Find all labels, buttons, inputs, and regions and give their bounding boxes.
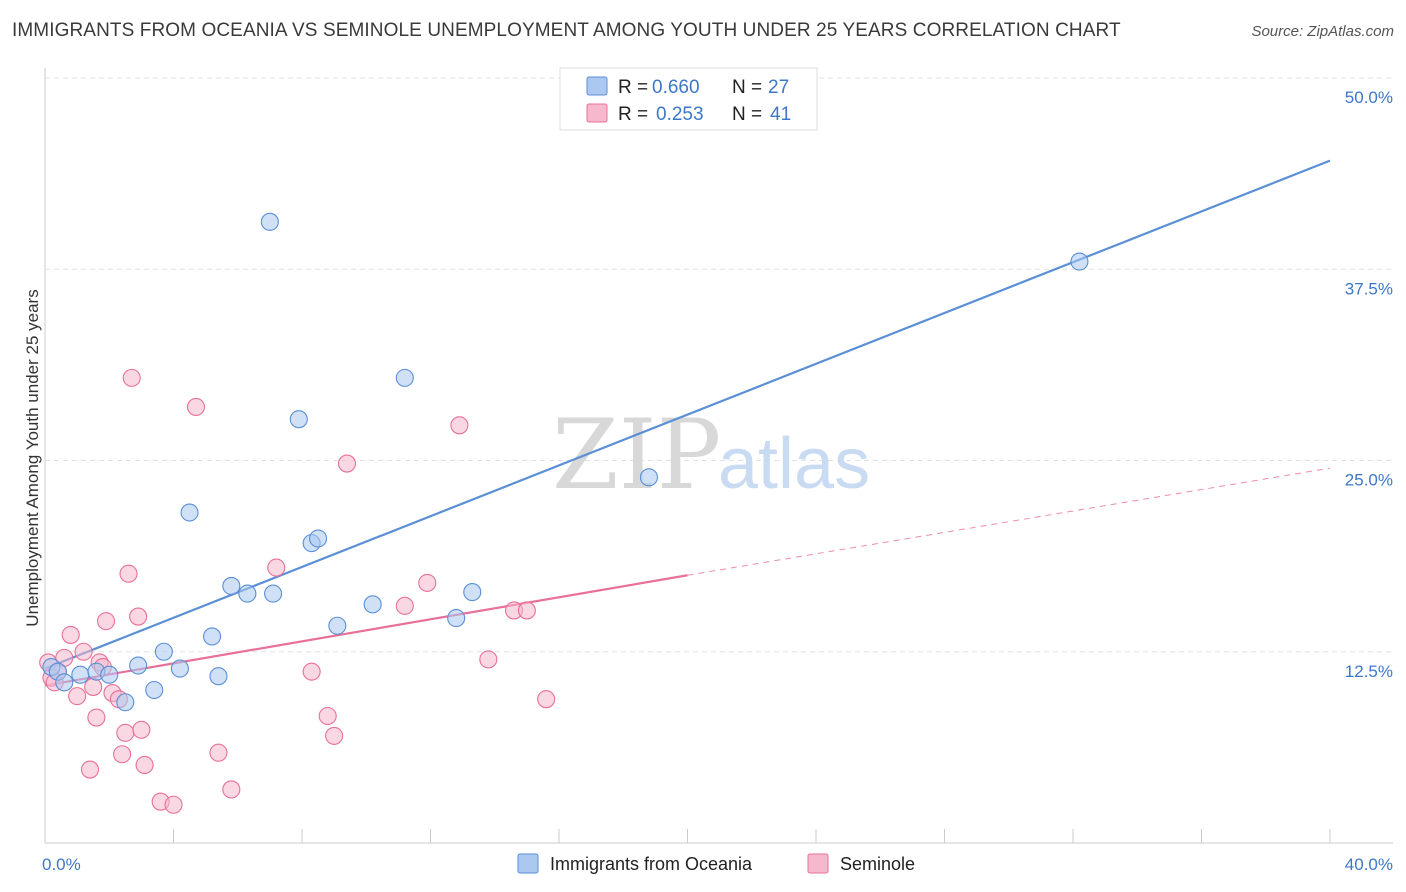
point-series1-16 [113, 745, 132, 764]
trendline-extension-1 [687, 467, 1331, 576]
legend-n-value-1: 41 [770, 104, 791, 125]
legend-swatch-oceania [586, 76, 608, 96]
y-axis-label: Unemployment Among Youth under 25 years [23, 289, 42, 626]
legend-r-value-0: 0.660 [652, 77, 700, 98]
point-series0-22 [363, 595, 382, 614]
point-series0-16 [260, 212, 279, 231]
point-series1-19 [122, 368, 141, 387]
point-series0-9 [154, 642, 173, 661]
chart-title: IMMIGRANTS FROM OCEANIA VS SEMINOLE UNEM… [12, 20, 1121, 41]
legend-r-label-0: R = [618, 77, 648, 98]
point-series1-38 [517, 601, 536, 620]
point-series1-27 [222, 780, 241, 799]
point-series0-17 [264, 584, 283, 603]
data-points [39, 212, 1089, 814]
point-series0-24 [447, 609, 466, 628]
y-tick-label-0: 12.5% [1345, 662, 1393, 681]
trendlines [44, 159, 1331, 687]
gridlines [45, 77, 1393, 653]
bottom-legend-swatch-seminole [807, 853, 829, 874]
top-legend: R = 0.660 N = 27 R = 0.253 N = 41 [559, 67, 818, 131]
point-series1-17 [116, 723, 135, 742]
point-series0-23 [395, 368, 414, 387]
point-series0-21 [328, 616, 347, 635]
legend-n-label-0: N = [732, 77, 762, 98]
point-series1-31 [325, 726, 344, 745]
bottom-legend-label-oceania: Immigrants from Oceania [550, 854, 753, 874]
point-series0-15 [238, 584, 257, 603]
point-series1-25 [186, 397, 206, 417]
point-series0-8 [145, 680, 164, 700]
point-series0-11 [180, 503, 199, 522]
point-series0-10 [170, 659, 189, 678]
point-series1-33 [395, 596, 414, 615]
axes [44, 68, 1393, 844]
y-tick-labels: 12.5% 25.0% 37.5% 50.0% [1345, 88, 1393, 681]
point-series1-22 [135, 755, 154, 775]
point-series1-34 [418, 573, 437, 592]
point-series1-32 [337, 454, 357, 473]
point-series1-10 [87, 708, 106, 727]
point-series1-9 [84, 677, 103, 696]
point-series0-7 [129, 656, 148, 675]
point-series1-18 [119, 564, 138, 583]
bottom-legend: Immigrants from Oceania Seminole [517, 853, 915, 874]
bottom-legend-swatch-oceania [517, 853, 539, 874]
point-series1-26 [209, 743, 228, 762]
point-series1-5 [61, 625, 80, 644]
point-series1-29 [302, 662, 321, 681]
point-series0-5 [100, 665, 119, 684]
chart-source: Source: ZipAtlas.com [1251, 23, 1394, 40]
point-series1-20 [129, 607, 148, 626]
legend-n-value-0: 27 [768, 77, 789, 98]
point-series1-7 [74, 642, 93, 661]
y-tick-label-3: 50.0% [1345, 88, 1393, 107]
legend-r-label-1: R = [618, 104, 648, 125]
watermark-zip: ZIP [552, 399, 721, 511]
watermark-atlas: atlas [718, 424, 870, 504]
point-series0-20 [309, 529, 328, 548]
point-series1-21 [132, 720, 151, 739]
point-series0-12 [203, 627, 222, 646]
point-series1-35 [450, 416, 469, 435]
point-series0-27 [1070, 252, 1089, 271]
x-tick-label-0: 0.0% [42, 855, 81, 874]
point-series1-8 [80, 760, 100, 779]
watermark: ZIP atlas [552, 399, 870, 511]
point-series0-6 [116, 693, 135, 712]
point-series0-18 [289, 410, 308, 429]
point-series1-28 [267, 558, 286, 577]
trendline-0 [44, 159, 1331, 670]
point-series0-3 [71, 665, 90, 684]
bottom-legend-label-seminole: Seminole [840, 854, 915, 874]
point-series1-30 [318, 706, 337, 726]
x-tick-label-1: 40.0% [1345, 855, 1393, 874]
point-series1-13 [96, 612, 116, 631]
point-series0-25 [463, 583, 482, 602]
y-tick-label-2: 37.5% [1345, 279, 1393, 298]
point-series1-24 [164, 795, 183, 814]
point-series1-6 [68, 687, 87, 706]
legend-swatch-seminole [586, 103, 608, 123]
point-series0-26 [639, 468, 659, 487]
point-series1-36 [479, 650, 498, 669]
point-series1-39 [537, 690, 556, 709]
point-series0-13 [209, 667, 228, 686]
x-tick-labels: 0.0% 40.0% [42, 855, 1393, 874]
point-series0-14 [222, 576, 241, 596]
point-series0-2 [55, 673, 74, 692]
trendline-1 [44, 574, 688, 687]
y-tick-label-1: 25.0% [1345, 471, 1393, 490]
legend-r-value-1: 0.253 [656, 104, 704, 125]
legend-n-label-1: N = [732, 104, 762, 125]
